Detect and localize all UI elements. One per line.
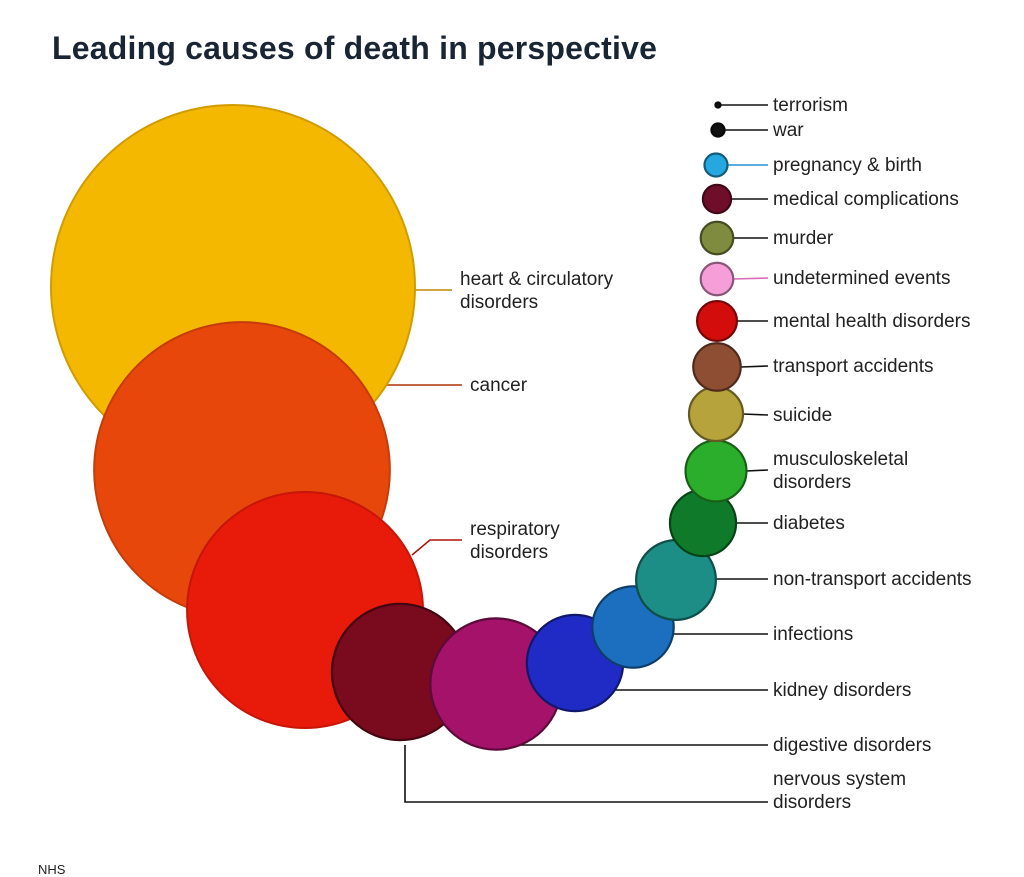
label-medical-complications: medical complications <box>773 189 959 210</box>
bubble-war <box>710 122 726 138</box>
connector-respiratory-disorders <box>411 539 462 556</box>
connector-layer <box>380 104 769 803</box>
label-terrorism: terrorism <box>773 95 848 116</box>
connector-nervous-system-disorders <box>404 745 768 803</box>
bubble-suicide <box>687 385 745 443</box>
label-musculoskeletal-disorders: musculoskeletal disorders <box>773 449 908 493</box>
label-murder: murder <box>773 228 834 249</box>
label-mental-health-disorders: mental health disorders <box>773 311 971 332</box>
label-infections: infections <box>773 624 853 645</box>
label-diabetes: diabetes <box>773 513 845 534</box>
bubble-pregnancy-and-birth <box>703 152 729 178</box>
connector-musculoskeletal-disorders <box>746 469 769 472</box>
chart-title: Leading causes of death in perspective <box>52 30 658 66</box>
label-kidney-disorders: kidney disorders <box>773 680 911 701</box>
connector-transport-accidents <box>740 365 769 368</box>
label-non-transport-accidents: non-transport accidents <box>773 569 972 590</box>
label-heart-and-circulatory-disorders: heart & circulatory disorders <box>460 269 614 313</box>
label-cancer: cancer <box>470 375 528 396</box>
label-nervous-system-disorders: nervous system disorders <box>773 769 906 813</box>
connector-undetermined-events <box>733 277 769 280</box>
source-note: NHS <box>38 862 66 877</box>
label-war: war <box>772 120 804 141</box>
bubble-musculoskeletal-disorders <box>684 439 748 503</box>
bubble-murder <box>699 220 735 256</box>
label-pregnancy-and-birth: pregnancy & birth <box>773 155 922 176</box>
bubble-terrorism <box>714 101 722 109</box>
label-transport-accidents: transport accidents <box>773 356 934 377</box>
label-respiratory-disorders: respiratory disorders <box>470 519 560 563</box>
bubble-mental-health-disorders <box>695 299 739 343</box>
label-suicide: suicide <box>773 405 832 426</box>
bubble-layer <box>50 101 748 751</box>
bubble-transport-accidents <box>692 342 742 392</box>
label-layer: heart & circulatory disorders cancer respir… <box>460 95 972 813</box>
bubble-medical-complications <box>701 183 733 215</box>
label-digestive-disorders: digestive disorders <box>773 735 931 756</box>
bubble-undetermined-events <box>699 261 735 297</box>
connector-suicide <box>742 413 769 416</box>
label-undetermined-events: undetermined events <box>773 268 950 289</box>
